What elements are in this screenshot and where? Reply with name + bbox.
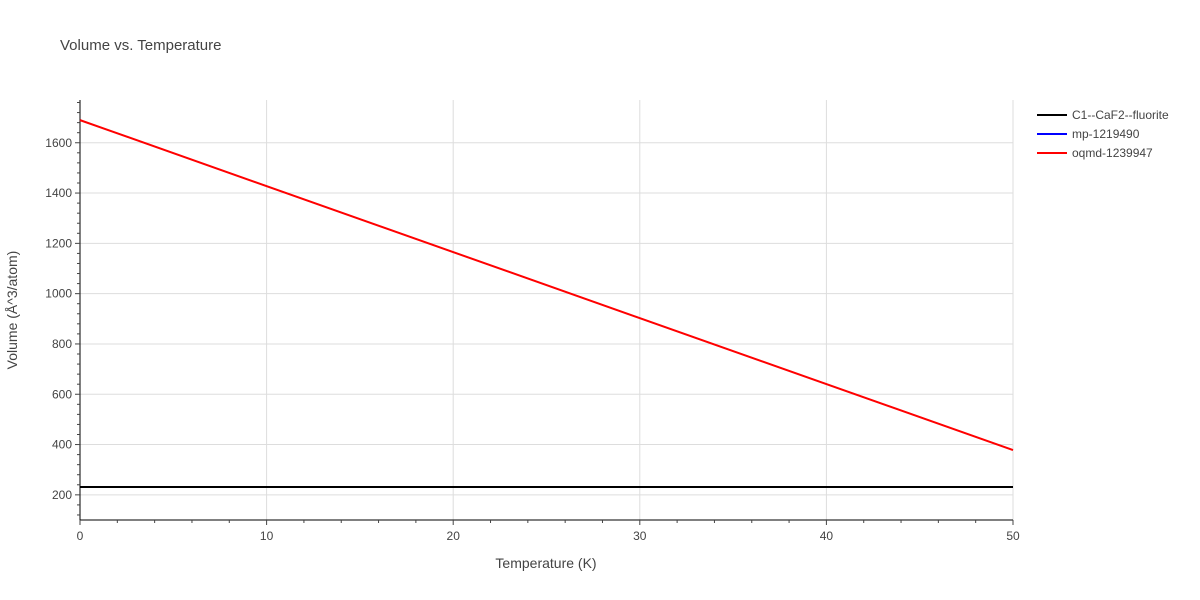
y-tick-label: 1200 [45, 236, 72, 250]
x-axis-title: Temperature (K) [495, 555, 596, 571]
y-tick-label: 200 [52, 488, 72, 502]
legend: C1--CaF2--fluorite mp-1219490 oqmd-1239947 [1037, 108, 1169, 160]
chart-title: Volume vs. Temperature [60, 37, 221, 54]
legend-label: oqmd-1239947 [1072, 146, 1153, 160]
y-tick-label: 600 [52, 387, 72, 401]
legend-label: C1--CaF2--fluorite [1072, 108, 1169, 122]
grid [80, 100, 1014, 520]
y-tick-label: 1000 [45, 287, 72, 301]
y-tick-label: 1600 [45, 136, 72, 150]
axes: 0 10 20 30 40 50 200 400 600 800 1000 1200 1400 1600 [45, 100, 1020, 543]
y-axis-title: Volume (Å^3/atom) [4, 251, 20, 370]
legend-label: mp-1219490 [1072, 127, 1140, 141]
y-tick-label: 800 [52, 337, 72, 351]
x-tick-label: 30 [633, 529, 647, 543]
x-tick-label: 40 [820, 529, 834, 543]
x-tick-label: 10 [260, 529, 274, 543]
series-lines [79, 119, 1014, 489]
x-tick-label: 50 [1006, 529, 1020, 543]
series-line-oqmd-1239947 [79, 119, 1014, 452]
x-tick-label: 0 [77, 529, 84, 543]
x-tick-label: 20 [447, 529, 461, 543]
y-tick-label: 400 [52, 438, 72, 452]
y-tick-label: 1400 [45, 186, 72, 200]
